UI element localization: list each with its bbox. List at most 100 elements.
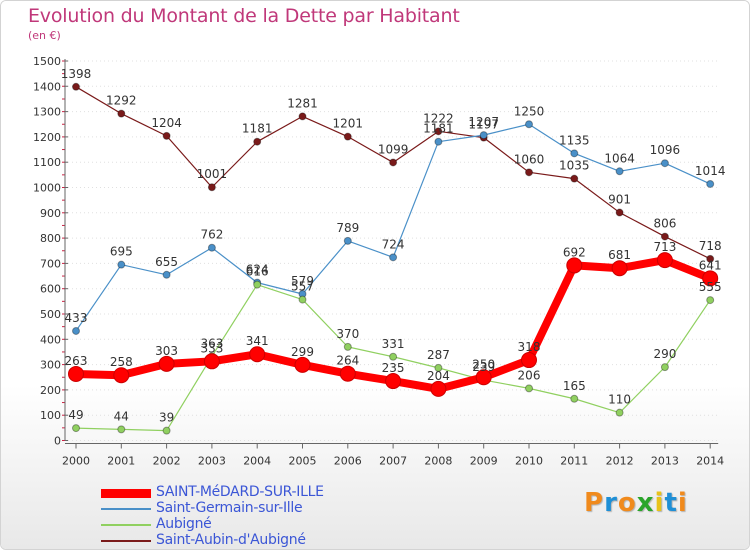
legend-label: Saint-Germain-sur-Ille — [156, 500, 303, 516]
data-point-saint-aubin-d-aubign — [389, 158, 398, 167]
legend-swatch — [101, 489, 151, 498]
data-point-aubign — [389, 352, 398, 361]
logo-letter: r — [604, 488, 618, 518]
x-tick-label: 2008 — [424, 455, 452, 468]
chart-title: Evolution du Montant de la Dette par Hab… — [28, 5, 460, 27]
data-label-saint-aubin-d-aubign: 1060 — [514, 152, 545, 166]
y-tick-label: 700 — [40, 257, 61, 270]
data-label-saint-aubin-d-aubign: 1099 — [378, 142, 409, 156]
x-tick-label: 2010 — [515, 455, 543, 468]
data-label-saint-germain-sur-ille: 695 — [110, 245, 133, 259]
data-point-saint-m-dard-sur-ille — [385, 373, 402, 390]
data-point-saint-germain-sur-ille — [706, 179, 715, 188]
data-point-aubign — [298, 295, 307, 304]
y-tick-label: 100 — [40, 409, 61, 422]
y-tick-label: 1300 — [33, 106, 61, 119]
data-label-saint-aubin-d-aubign: 1222 — [423, 111, 454, 125]
data-point-saint-germain-sur-ille — [72, 326, 80, 335]
data-point-saint-m-dard-sur-ille — [475, 369, 492, 386]
data-point-saint-germain-sur-ille — [343, 236, 352, 245]
x-tick-label: 2006 — [334, 455, 362, 468]
legend-label: Aubigné — [156, 516, 212, 532]
data-label-aubign: 370 — [336, 327, 359, 341]
logo-letter: x — [636, 488, 655, 518]
data-label-aubign: 287 — [427, 348, 450, 362]
data-point-aubign — [434, 363, 443, 372]
legend-swatch — [101, 508, 151, 510]
data-label-saint-aubin-d-aubign: 1281 — [287, 96, 318, 110]
data-label-saint-aubin-d-aubign: 1292 — [106, 94, 137, 108]
logo-letter: P — [584, 488, 605, 518]
data-point-saint-m-dard-sur-ille — [158, 355, 175, 372]
data-label-saint-germain-sur-ille: 655 — [155, 255, 178, 269]
data-label-saint-germain-sur-ille: 1096 — [650, 143, 681, 157]
x-tick-label: 2009 — [470, 455, 498, 468]
data-label-saint-germain-sur-ille: 1135 — [559, 133, 590, 147]
data-label-aubign: 557 — [291, 280, 314, 294]
data-label-saint-germain-sur-ille: 624 — [246, 263, 269, 277]
data-label-saint-aubin-d-aubign: 1204 — [151, 116, 182, 130]
data-point-saint-aubin-d-aubign — [570, 174, 579, 183]
data-point-saint-m-dard-sur-ille — [339, 365, 356, 382]
data-point-saint-m-dard-sur-ille — [656, 252, 673, 269]
data-label-saint-m-dard-sur-ille: 258 — [110, 355, 133, 369]
legend-swatch — [101, 524, 151, 526]
y-tick-label: 200 — [40, 384, 61, 397]
data-point-saint-m-dard-sur-ille — [566, 257, 583, 274]
data-point-aubign — [660, 363, 669, 372]
data-label-saint-germain-sur-ille: 1207 — [468, 115, 499, 129]
logo-letter: t — [664, 488, 678, 518]
data-label-aubign: 44 — [114, 409, 129, 423]
data-point-aubign — [615, 408, 624, 417]
y-tick-label: 0 — [54, 435, 61, 448]
data-point-saint-germain-sur-ille — [434, 137, 443, 146]
data-label-saint-aubin-d-aubign: 1197 — [468, 118, 499, 132]
data-label-aubign: 331 — [382, 337, 405, 351]
data-label-aubign: 363 — [200, 336, 223, 350]
y-tick-label: 1400 — [33, 80, 61, 93]
data-label-saint-aubin-d-aubign: 1181 — [242, 122, 273, 136]
data-label-saint-m-dard-sur-ille: 204 — [427, 369, 450, 383]
x-tick-label: 2003 — [198, 455, 226, 468]
data-label-saint-m-dard-sur-ille: 303 — [155, 344, 178, 358]
data-label-saint-germain-sur-ille: 789 — [336, 221, 359, 235]
data-label-aubign: 39 — [159, 411, 174, 425]
data-label-saint-m-dard-sur-ille: 681 — [608, 248, 631, 262]
data-label-saint-m-dard-sur-ille: 264 — [336, 354, 359, 368]
x-tick-label: 2014 — [696, 455, 724, 468]
y-tick-label: 900 — [40, 207, 61, 220]
data-point-aubign — [525, 384, 533, 393]
data-point-aubign — [343, 342, 352, 351]
data-label-saint-m-dard-sur-ille: 299 — [291, 345, 314, 359]
data-label-saint-germain-sur-ille: 1181 — [423, 122, 454, 136]
data-point-saint-aubin-d-aubign — [207, 183, 216, 192]
data-label-saint-aubin-d-aubign: 901 — [608, 193, 631, 207]
data-point-saint-aubin-d-aubign — [434, 127, 443, 136]
data-point-aubign — [253, 280, 262, 289]
data-point-aubign — [72, 424, 80, 433]
data-point-saint-germain-sur-ille — [207, 243, 216, 252]
data-label-saint-m-dard-sur-ille: 692 — [563, 245, 586, 259]
series-line-saint-aubin-d-aubign — [75, 86, 711, 260]
x-tick-label: 2011 — [560, 455, 588, 468]
data-point-aubign — [117, 425, 126, 434]
y-tick-label: 500 — [40, 308, 61, 321]
data-point-aubign — [706, 296, 715, 305]
data-label-saint-germain-sur-ille: 433 — [65, 311, 88, 325]
data-point-saint-m-dard-sur-ille — [611, 260, 628, 277]
data-label-aubign: 165 — [563, 379, 586, 393]
data-label-aubign: 239 — [472, 360, 495, 374]
data-label-saint-germain-sur-ille: 762 — [200, 228, 223, 242]
data-label-aubign: 555 — [699, 280, 722, 294]
data-label-aubign: 49 — [68, 408, 83, 422]
y-tick-label: 400 — [40, 333, 61, 346]
x-tick-label: 2007 — [379, 455, 407, 468]
data-point-saint-germain-sur-ille — [389, 253, 398, 262]
data-label-saint-germain-sur-ille: 1014 — [695, 164, 726, 178]
x-tick-label: 2001 — [107, 455, 135, 468]
x-tick-label: 2004 — [243, 455, 271, 468]
unit-label: (en €) — [28, 29, 61, 42]
data-point-saint-aubin-d-aubign — [615, 208, 624, 217]
